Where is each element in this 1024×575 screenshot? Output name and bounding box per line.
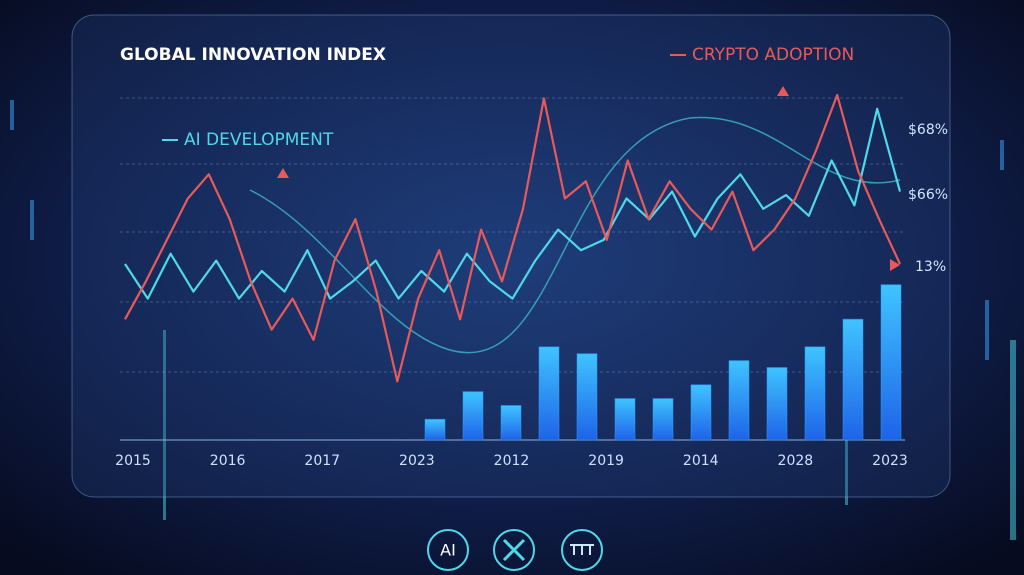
bar: [538, 346, 560, 441]
x-tick-label: 2016: [210, 453, 246, 469]
bar: [842, 318, 864, 441]
bar: [652, 398, 674, 441]
bar: [576, 353, 598, 441]
legend-label: AI DEVELOPMENT: [184, 130, 334, 150]
bar: [766, 367, 788, 441]
annotation: 13%: [915, 259, 946, 275]
x-tick-label: 2019: [588, 453, 624, 469]
chart-title: GLOBAL INNOVATION INDEX: [120, 45, 386, 65]
x-tick-label: 2014: [683, 453, 719, 469]
bar: [614, 398, 636, 441]
server-lights: [10, 100, 1016, 540]
bar: [462, 391, 484, 441]
x-tick-label: 2012: [494, 453, 530, 469]
bar: [880, 284, 902, 441]
x-tick-label: 2023: [399, 453, 435, 469]
line: [124, 93, 901, 383]
annotation: $66%: [908, 187, 948, 203]
icons: AI: [427, 529, 603, 571]
x-tick-label: 2017: [304, 453, 340, 469]
bar: [690, 384, 712, 441]
icon-label: AI: [440, 541, 456, 560]
bar: [728, 360, 750, 441]
line: [124, 107, 902, 300]
x-tick-label: 2028: [778, 453, 814, 469]
bar: [424, 418, 446, 441]
legend-label: CRYPTO ADOPTION: [692, 45, 854, 65]
annotation: $68%: [908, 122, 948, 138]
x-tick-label: 2015: [115, 453, 151, 469]
x-tick-label: 2023: [872, 453, 908, 469]
bar: [804, 346, 826, 441]
trend-curve: [249, 116, 901, 354]
bar: [500, 405, 522, 441]
